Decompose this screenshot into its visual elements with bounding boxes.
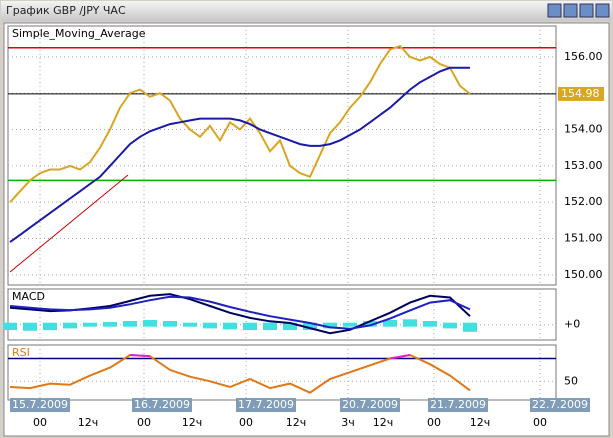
date-label: 16.7.2009: [134, 398, 190, 411]
date-box: [132, 398, 192, 412]
hour-label: 00: [33, 416, 47, 429]
histogram-bar: [463, 322, 477, 332]
histogram-bar: [83, 322, 97, 327]
indicator-line: [9, 295, 471, 330]
histogram-bar: [103, 322, 117, 327]
histogram-bar: [323, 322, 337, 329]
histogram-bar: [223, 322, 237, 330]
panel: [7, 288, 557, 341]
hour-label: 12ч: [373, 416, 394, 429]
histogram-bar: [403, 319, 417, 327]
restore-button[interactable]: [563, 3, 578, 18]
y-tick-label: 152.00: [564, 195, 603, 208]
overbought-segment: [389, 354, 411, 360]
hour-label: 00: [427, 416, 441, 429]
date-label: 21.7.2009: [430, 398, 486, 411]
date-label: 15.7.2009: [12, 398, 68, 411]
panel-title: Simple_Moving_Average: [12, 27, 146, 40]
histogram-bar: [63, 322, 77, 329]
date-label: 20.7.2009: [342, 398, 398, 411]
histogram-bar: [363, 321, 377, 327]
chart-area: [3, 22, 610, 437]
hour-label: 00: [239, 416, 253, 429]
histogram-bar: [203, 322, 217, 329]
histogram-bar: [3, 322, 17, 331]
hour-label: 12ч: [182, 416, 203, 429]
histogram-bar: [23, 322, 37, 331]
hour-label: 12ч: [78, 416, 99, 429]
hour-label: 3ч: [341, 416, 355, 429]
date-label: 22.7.2009: [532, 398, 588, 411]
y-tick-label: 156.00: [564, 50, 603, 63]
histogram-bar: [263, 322, 277, 331]
histogram-bar: [123, 321, 137, 327]
close-button[interactable]: [595, 3, 610, 18]
hour-label: 00: [137, 416, 151, 429]
hour-label: 12ч: [286, 416, 307, 429]
trend-line: [9, 174, 129, 273]
histogram-bar: [383, 319, 397, 327]
y-tick-label: 151.00: [564, 232, 603, 245]
histogram-bar: [343, 322, 357, 327]
y-tick-label: 50: [564, 374, 578, 387]
histogram-bar: [303, 322, 317, 331]
panel-title: RSI: [12, 346, 30, 359]
hour-label: 12ч: [470, 416, 491, 429]
histogram-bar: [143, 319, 157, 327]
date-box: [236, 398, 296, 412]
date-box: [428, 398, 488, 412]
panel-title: MACD: [12, 290, 45, 303]
maximize-button[interactable]: [579, 3, 594, 18]
hour-label: 00: [533, 416, 547, 429]
price-tag-bg: [558, 86, 604, 101]
histogram-bar: [163, 321, 177, 327]
y-tick-label: 154.00: [564, 123, 603, 136]
histogram-bar: [43, 322, 57, 331]
y-tick-label: 153.00: [564, 159, 603, 172]
panel: [7, 25, 557, 286]
title-bar: [1, 1, 612, 21]
date-box: [340, 398, 400, 412]
date-box: [10, 398, 70, 412]
minimize-button[interactable]: [547, 3, 562, 18]
date-label: 17.7.2009: [238, 398, 294, 411]
window-title: График GBP /JPY ЧАС: [6, 4, 126, 17]
date-box: [530, 398, 590, 412]
y-tick-label: +0: [564, 318, 580, 331]
y-tick-label: 150.00: [564, 268, 603, 281]
histogram-bar: [283, 322, 297, 331]
histogram-bar: [243, 322, 257, 331]
overbought-segment: [129, 354, 151, 358]
histogram-bar: [443, 322, 457, 329]
price-tag: 154.98: [561, 87, 600, 100]
indicator-line: [9, 66, 470, 243]
price-line-series: [9, 44, 471, 203]
histogram-bar: [183, 322, 197, 327]
histogram-bar: [423, 321, 437, 327]
